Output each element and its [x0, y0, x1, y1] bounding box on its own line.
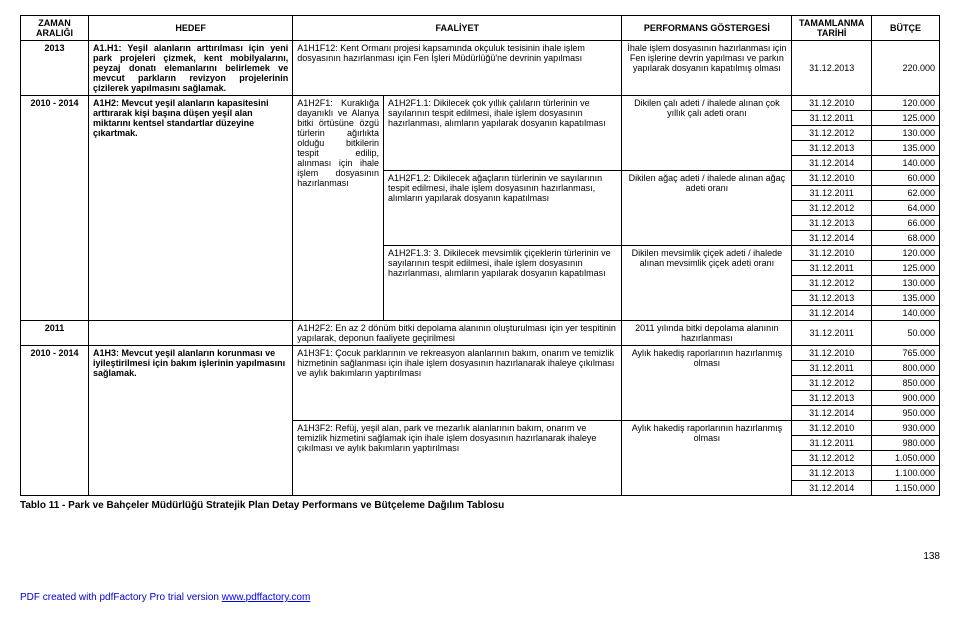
cell-perf: 2011 yılında bitki depolama alanının haz…: [622, 321, 792, 346]
cell-zaman: 2010 - 2014: [21, 346, 89, 496]
cell-butce: 66.000: [871, 216, 939, 231]
cell-faaliyet: A1H2F2: En az 2 dönüm bitki depolama ala…: [293, 321, 622, 346]
cell-perf: Dikilen ağaç adeti / ihalede alınan ağaç…: [622, 171, 792, 246]
cell-butce: 60.000: [871, 171, 939, 186]
cell-butce: 135.000: [871, 141, 939, 156]
cell-faaliyet-b: A1H2F1.2: Dikilecek ağaçların türlerinin…: [384, 171, 622, 246]
cell-butce: 220.000: [871, 41, 939, 96]
cell-perf: Dikilen mevsimlik çiçek adeti / ihalede …: [622, 246, 792, 321]
cell-tarih: 31.12.2013: [792, 216, 871, 231]
table-row: 2010 - 2014 A1H3: Mevcut yeşil alanların…: [21, 346, 940, 361]
cell-hedef: A1.H1: Yeşil alanların arttırılması için…: [89, 41, 293, 96]
cell-tarih: 31.12.2010: [792, 346, 871, 361]
cell-tarih: 31.12.2013: [792, 41, 871, 96]
cell-butce: 140.000: [871, 306, 939, 321]
cell-tarih: 31.12.2011: [792, 436, 871, 451]
th-faaliyet: FAALİYET: [293, 16, 622, 41]
cell-tarih: 31.12.2014: [792, 481, 871, 496]
cell-butce: 800.000: [871, 361, 939, 376]
cell-tarih: 31.12.2010: [792, 246, 871, 261]
cell-butce: 900.000: [871, 391, 939, 406]
cell-tarih: 31.12.2010: [792, 96, 871, 111]
table-row: 2010 - 2014 A1H2: Mevcut yeşil alanların…: [21, 96, 940, 111]
cell-tarih: 31.12.2014: [792, 306, 871, 321]
cell-butce: 50.000: [871, 321, 939, 346]
cell-butce: 64.000: [871, 201, 939, 216]
cell-butce: 130.000: [871, 126, 939, 141]
cell-tarih: 31.12.2010: [792, 171, 871, 186]
cell-butce: 120.000: [871, 246, 939, 261]
cell-tarih: 31.12.2013: [792, 141, 871, 156]
cell-butce: 930.000: [871, 421, 939, 436]
cell-tarih: 31.12.2013: [792, 391, 871, 406]
cell-tarih: 31.12.2012: [792, 276, 871, 291]
cell-hedef: [89, 321, 293, 346]
cell-perf: Aylık hakediş raporlarının hazırlanmış o…: [622, 346, 792, 421]
cell-butce: 62.000: [871, 186, 939, 201]
table-caption: Tablo 11 - Park ve Bahçeler Müdürlüğü St…: [20, 500, 940, 511]
cell-butce: 850.000: [871, 376, 939, 391]
strategic-plan-table: ZAMAN ARALIĞI HEDEF FAALİYET PERFORMANS …: [20, 15, 940, 496]
cell-tarih: 31.12.2012: [792, 376, 871, 391]
cell-faaliyet: A1H3F1: Çocuk parklarının ve rekreasyon …: [293, 346, 622, 421]
cell-tarih: 31.12.2011: [792, 321, 871, 346]
cell-butce: 1.100.000: [871, 466, 939, 481]
cell-tarih: 31.12.2012: [792, 126, 871, 141]
page-number: 138: [20, 551, 940, 562]
cell-tarih: 31.12.2013: [792, 466, 871, 481]
cell-butce: 980.000: [871, 436, 939, 451]
th-butce: BÜTÇE: [871, 16, 939, 41]
table-row: 2013 A1.H1: Yeşil alanların arttırılması…: [21, 41, 940, 96]
cell-butce: 68.000: [871, 231, 939, 246]
cell-zaman: 2010 - 2014: [21, 96, 89, 321]
th-tarih: TAMAMLANMA TARİHİ: [792, 16, 871, 41]
cell-perf: Aylık hakediş raporlarının hazırlanmış o…: [622, 421, 792, 496]
pdf-footer: PDF created with pdfFactory Pro trial ve…: [20, 592, 940, 603]
cell-butce: 135.000: [871, 291, 939, 306]
cell-butce: 125.000: [871, 111, 939, 126]
cell-butce: 120.000: [871, 96, 939, 111]
table-row: 2011 A1H2F2: En az 2 dönüm bitki depolam…: [21, 321, 940, 346]
cell-zaman: 2011: [21, 321, 89, 346]
cell-butce: 130.000: [871, 276, 939, 291]
cell-butce: 125.000: [871, 261, 939, 276]
cell-butce: 950.000: [871, 406, 939, 421]
cell-faaliyet-b: A1H2F1.1: Dikilecek çok yıllık çalıların…: [384, 96, 622, 171]
cell-faaliyet-b: A1H2F1.3: 3. Dikilecek mevsimlik çiçekle…: [384, 246, 622, 321]
th-zaman: ZAMAN ARALIĞI: [21, 16, 89, 41]
cell-tarih: 31.12.2011: [792, 111, 871, 126]
header-row: ZAMAN ARALIĞI HEDEF FAALİYET PERFORMANS …: [21, 16, 940, 41]
cell-perf: İhale işlem dosyasının hazırlanması için…: [622, 41, 792, 96]
cell-tarih: 31.12.2011: [792, 186, 871, 201]
cell-tarih: 31.12.2012: [792, 451, 871, 466]
cell-faaliyet: A1H3F2: Refüj, yeşil alan, park ve mezar…: [293, 421, 622, 496]
footer-link[interactable]: www.pdffactory.com: [222, 592, 311, 603]
cell-perf: Dikilen çalı adeti / ihalede alınan çok …: [622, 96, 792, 171]
cell-tarih: 31.12.2012: [792, 201, 871, 216]
th-perf: PERFORMANS GÖSTERGESİ: [622, 16, 792, 41]
cell-tarih: 31.12.2010: [792, 421, 871, 436]
cell-butce: 140.000: [871, 156, 939, 171]
footer-text: PDF created with pdfFactory Pro trial ve…: [20, 592, 222, 603]
cell-faaliyet: A1H1F12: Kent Ormanı projesi kapsamında …: [293, 41, 622, 96]
cell-tarih: 31.12.2013: [792, 291, 871, 306]
cell-tarih: 31.12.2011: [792, 261, 871, 276]
cell-zaman: 2013: [21, 41, 89, 96]
cell-hedef: A1H2: Mevcut yeşil alanların kapasitesin…: [89, 96, 293, 321]
cell-tarih: 31.12.2014: [792, 406, 871, 421]
th-hedef: HEDEF: [89, 16, 293, 41]
cell-tarih: 31.12.2014: [792, 156, 871, 171]
cell-tarih: 31.12.2011: [792, 361, 871, 376]
cell-butce: 1.050.000: [871, 451, 939, 466]
cell-hedef: A1H3: Mevcut yeşil alanların korunması v…: [89, 346, 293, 496]
cell-faaliyet-a: A1H2F1: Kuraklığa dayanıklı ve Alanya bi…: [293, 96, 384, 321]
cell-butce: 765.000: [871, 346, 939, 361]
cell-tarih: 31.12.2014: [792, 231, 871, 246]
cell-butce: 1.150.000: [871, 481, 939, 496]
